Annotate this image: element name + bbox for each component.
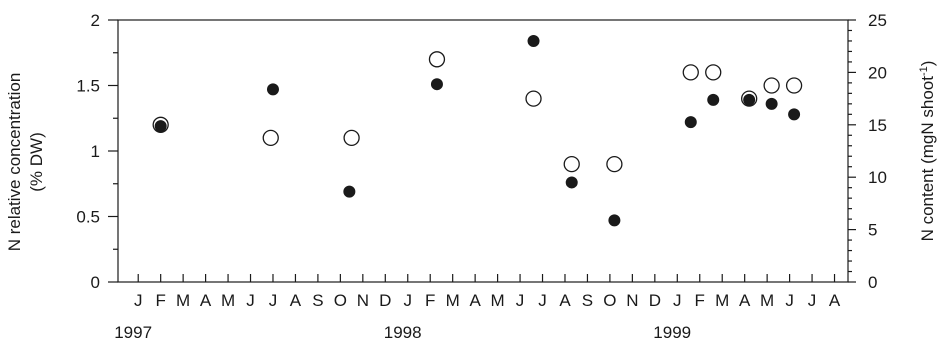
x-tick-label: A (559, 291, 571, 310)
x-tick-label: J (246, 291, 255, 310)
filled-circle-point (788, 108, 801, 121)
open-circle-point (262, 129, 279, 147)
x-tick-label: D (649, 291, 661, 310)
x-tick-label: J (404, 291, 413, 310)
right-axis-title: N content (mgN shoot-1) (918, 61, 937, 242)
x-tick-label: F (155, 291, 165, 310)
open-circle-point (785, 77, 803, 94)
x-tick-label: S (582, 291, 593, 310)
right-axis-title-close: ) (918, 61, 937, 67)
open-circle-point (428, 51, 446, 68)
filled-circle-point (527, 34, 540, 47)
x-tick-label: A (739, 291, 751, 310)
right-axis-title-main: N content (mgN shoot (918, 76, 937, 242)
axes (117, 19, 849, 283)
left-y-tick-label: 1 (91, 142, 100, 161)
left-axis-title-line2: (% DW) (27, 132, 46, 191)
open-circle-point (763, 77, 780, 94)
x-tick-label: M (715, 291, 729, 310)
year-label: 1997 (114, 323, 152, 342)
left-y-tick-label: 2 (91, 11, 100, 30)
filled-circle-point (765, 97, 778, 110)
right-y-tick-label: 0 (868, 273, 877, 292)
x-tick-label: J (673, 291, 682, 310)
right-axis-title-sup: -1 (918, 66, 930, 76)
year-label: 1998 (384, 323, 422, 342)
right-y-tick-label: 20 (868, 63, 887, 82)
filled-circle-point (565, 176, 578, 189)
x-tick-label: A (290, 291, 302, 310)
x-tick-label: M (176, 291, 190, 310)
left-y-tick-label: 0 (91, 273, 100, 292)
open-circle-point (563, 155, 580, 173)
x-tick-label: M (760, 291, 774, 310)
open-circle-point (682, 64, 699, 81)
filled-circle-point (608, 214, 621, 227)
x-tick-label: J (808, 291, 817, 310)
open-circle-point (343, 129, 360, 147)
left-axis-title-line1: N relative concentration (5, 73, 24, 252)
filled-circle-point (684, 116, 697, 129)
open-circle-point (525, 90, 542, 107)
x-tick-label: M (446, 291, 460, 310)
x-tick-label: J (134, 291, 143, 310)
filled-circle-point (430, 78, 443, 91)
filled-circle-point (707, 93, 720, 106)
x-tick-label: J (785, 291, 794, 310)
right-y-tick-label: 15 (868, 116, 887, 135)
year-labels: 1997 1998 1999 (114, 323, 691, 342)
x-tick-label: M (221, 291, 235, 310)
year-label: 1999 (653, 323, 691, 342)
x-tick-label: S (312, 291, 323, 310)
right-y-tick-label: 10 (868, 168, 887, 187)
open-circle-point (606, 155, 623, 173)
x-tick-label: A (469, 291, 481, 310)
x-tick-label: D (379, 291, 391, 310)
x-tick-label: J (538, 291, 547, 310)
right-y-tick-label: 25 (868, 11, 887, 30)
x-tick-label: J (269, 291, 278, 310)
x-tick-label: J (516, 291, 525, 310)
x-tick-label: F (695, 291, 705, 310)
x-tick-label: F (425, 291, 435, 310)
x-tick-label: O (603, 291, 616, 310)
x-tick-label: A (829, 291, 841, 310)
x-tick-label: O (334, 291, 347, 310)
open-circle-point (705, 64, 722, 81)
right-y-axis: 0 5 10 15 20 25 (848, 11, 887, 292)
x-tick-label: M (491, 291, 505, 310)
plot-frame (117, 19, 849, 283)
right-y-tick-label: 5 (868, 221, 877, 240)
filled-circle-point (266, 83, 279, 96)
filled-circle-point (343, 185, 356, 198)
x-tick-label: N (357, 291, 369, 310)
x-tick-label: A (200, 291, 212, 310)
left-y-tick-label: 1.5 (76, 77, 100, 96)
left-y-axis: 0 0.5 1 1.5 2 (76, 11, 118, 292)
left-y-tick-label: 0.5 (76, 208, 100, 227)
filled-circle-point (154, 120, 167, 133)
x-tick-label: N (626, 291, 638, 310)
data-points (152, 34, 803, 227)
filled-circle-point (743, 93, 756, 106)
